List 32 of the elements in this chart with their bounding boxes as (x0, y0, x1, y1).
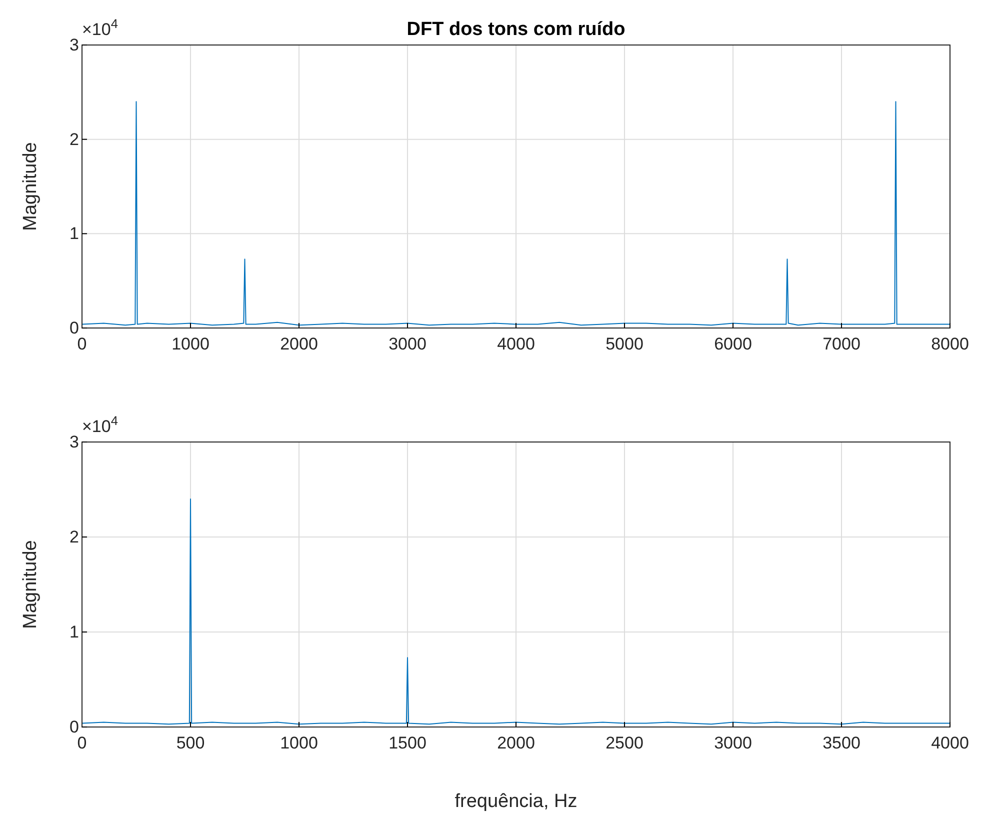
x-tick-label: 3000 (714, 734, 752, 753)
text: ×10$^{4}$ (82, 412, 118, 436)
x-tick-label: 2000 (497, 734, 535, 753)
y-tick-label: 3 (70, 35, 79, 54)
x-tick-label: 500 (176, 734, 205, 753)
y-tick-label: 3 (70, 432, 79, 452)
x-tick-label: 1500 (388, 734, 426, 753)
chart-title: DFT dos tons com ruído (406, 19, 626, 40)
y-tick-label: 2 (70, 527, 79, 546)
x-tick-label: 2000 (280, 334, 318, 354)
x-tick-label: 8000 (931, 334, 969, 354)
x-tick-label: 4000 (497, 334, 535, 354)
y-tick-label: 2 (70, 130, 79, 149)
text: ×10$^{4}$ (82, 16, 118, 39)
line-series (82, 498, 950, 725)
line-series (82, 101, 950, 326)
x-tick-label: 7000 (822, 334, 860, 354)
x-tick-label: 3000 (388, 334, 426, 354)
x-tick-label: 4000 (931, 734, 969, 753)
x-tick-label: 3500 (822, 734, 860, 753)
x-tick-label: 1000 (280, 734, 318, 753)
x-axis-title: frequência, Hz (454, 791, 578, 812)
y-tick-label: 1 (70, 224, 79, 244)
y-tick-label: 1 (70, 622, 79, 642)
x-tick-label: 5000 (606, 334, 644, 354)
x-tick-label: 2500 (606, 734, 644, 753)
x-tick-label: 1000 (172, 334, 210, 354)
y-tick-label: 0 (70, 318, 79, 338)
x-tick-label: 6000 (714, 334, 752, 354)
y-tick-label: 0 (70, 717, 79, 736)
y-axis-title: Magnitude (20, 540, 41, 629)
y-axis-title: Magnitude (20, 142, 41, 231)
